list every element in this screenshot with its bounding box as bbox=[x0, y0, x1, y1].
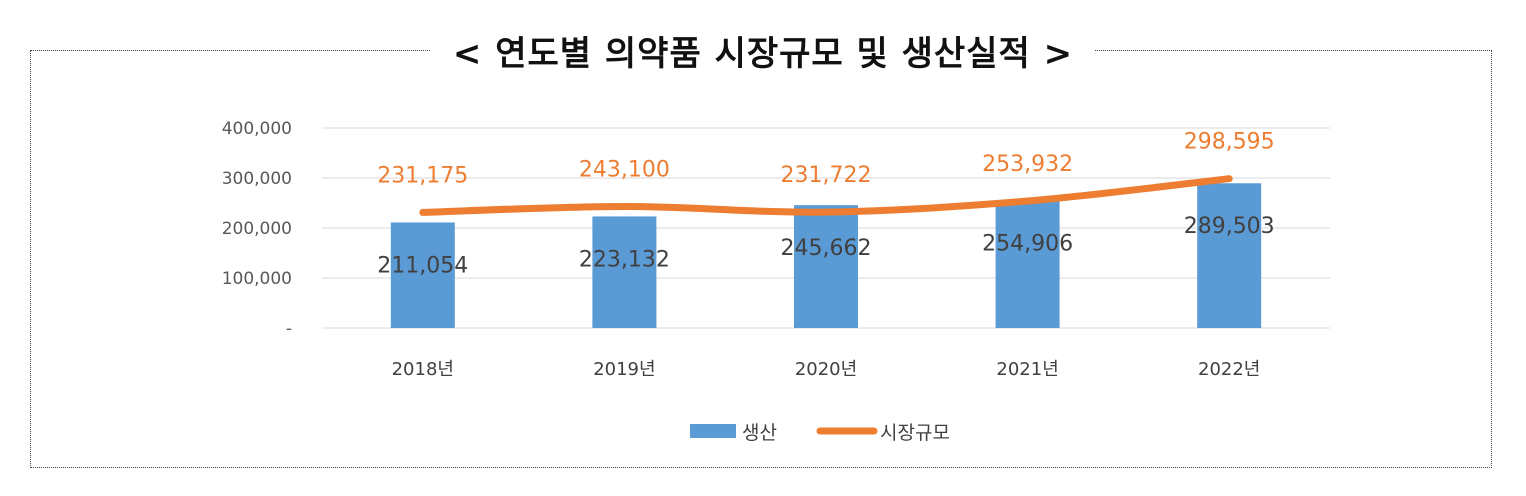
line-data-label: 231,722 bbox=[781, 163, 872, 188]
x-tick-label: 2018년 bbox=[392, 359, 454, 380]
line-data-label: 231,175 bbox=[377, 163, 468, 188]
y-tick-label: 300,000 bbox=[222, 169, 292, 189]
bar-data-label: 211,054 bbox=[377, 253, 468, 278]
legend-bar-swatch bbox=[690, 424, 736, 438]
x-tick-label: 2021년 bbox=[996, 359, 1058, 380]
bar-production bbox=[390, 222, 455, 328]
bar-production bbox=[794, 205, 858, 328]
line-data-label: 253,932 bbox=[982, 152, 1073, 177]
y-tick-label: 100,000 bbox=[222, 269, 292, 289]
x-tick-label: 2022년 bbox=[1198, 359, 1260, 380]
legend-line-label: 시장규모 bbox=[880, 422, 950, 444]
bar-data-label: 254,906 bbox=[982, 232, 1073, 257]
bar-data-label: 245,662 bbox=[781, 236, 872, 261]
bar-production bbox=[995, 200, 1060, 328]
legend-bar-label: 생산 bbox=[742, 422, 777, 444]
x-tick-label: 2020년 bbox=[795, 359, 857, 380]
chart-title: < 연도별 의약품 시장규모 및 생산실적 > bbox=[430, 28, 1096, 80]
x-tick-label: 2019년 bbox=[593, 359, 655, 380]
y-tick-label: 400,000 bbox=[222, 119, 292, 139]
line-market-size bbox=[419, 175, 1233, 216]
bar-production bbox=[1197, 183, 1262, 328]
line-data-label: 243,100 bbox=[579, 157, 670, 182]
line-data-label: 298,595 bbox=[1184, 130, 1275, 155]
y-tick-label: - bbox=[286, 319, 292, 339]
bar-data-label: 289,503 bbox=[1184, 214, 1275, 239]
bar-production bbox=[592, 216, 657, 328]
y-tick-label: 200,000 bbox=[222, 219, 292, 239]
bar-data-label: 223,132 bbox=[579, 247, 670, 272]
